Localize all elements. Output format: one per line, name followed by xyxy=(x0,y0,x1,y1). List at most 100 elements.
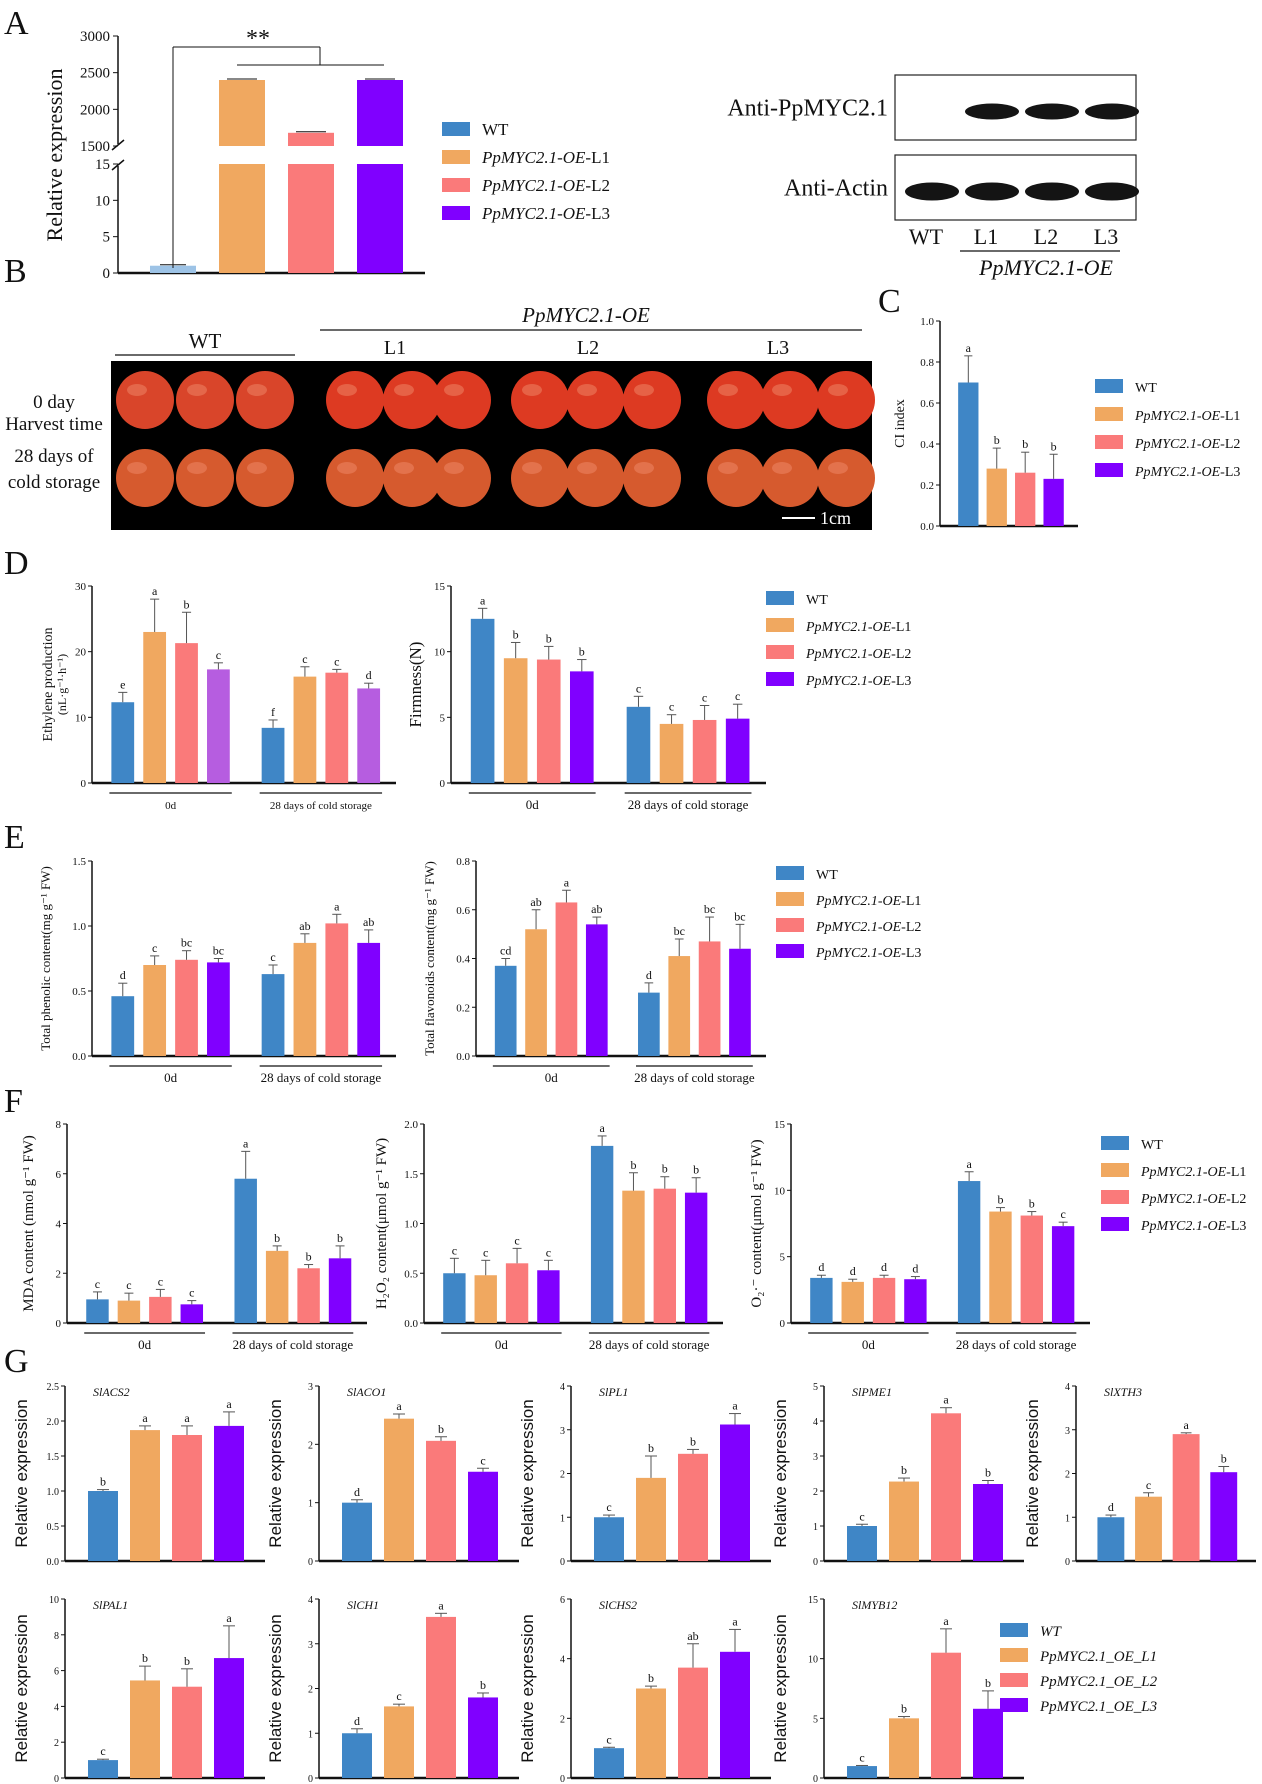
chart-G5: 0 1 2 3 4 Relative expression SlXTH3 d c a b xyxy=(1023,1382,1256,1568)
significance-letter: b xyxy=(337,1231,343,1245)
y-axis-label: CI index xyxy=(893,399,908,448)
group-label: 0d xyxy=(164,1070,178,1085)
group-label: 28 days of cold storage xyxy=(634,1070,755,1085)
significance-letter: b xyxy=(1221,1452,1227,1466)
bar xyxy=(889,1481,919,1561)
tomato xyxy=(236,449,294,507)
bar xyxy=(973,1484,1003,1561)
y-tick-label: 8 xyxy=(56,1119,62,1131)
significance-letter: ab xyxy=(530,895,541,909)
line-label: L1 xyxy=(384,337,406,359)
chart-G9: 0 5 10 15 Relative expression SlMYB12 c b a b xyxy=(771,1595,1024,1784)
bar xyxy=(494,965,517,1056)
bar xyxy=(505,1263,529,1323)
significance-letter: b xyxy=(1051,439,1057,453)
bar xyxy=(555,902,578,1056)
legend-swatch xyxy=(776,918,804,932)
significance-letter: b xyxy=(1029,1197,1035,1211)
group-label: 28 days of cold storage xyxy=(956,1337,1077,1352)
y-tick-label: 0 xyxy=(56,1318,62,1330)
group-label: 0d xyxy=(138,1337,152,1352)
blot-band xyxy=(1025,182,1079,201)
y-tick-label: 1.0 xyxy=(920,316,934,328)
chart-G7: 0 1 2 3 4 Relative expression SlCH1 d c a b xyxy=(266,1595,519,1784)
bar xyxy=(986,468,1007,526)
y-tick-label: 4 xyxy=(54,1702,59,1713)
significance-letter: d xyxy=(366,668,372,682)
significance-letter: b xyxy=(693,1163,699,1177)
y-tick-label: 2.0 xyxy=(404,1119,418,1131)
significance-letter: a xyxy=(966,341,972,355)
bar xyxy=(1043,478,1064,526)
bar xyxy=(872,1277,896,1323)
significance-letter: c xyxy=(480,1453,485,1467)
y-axis-label: Relative expression xyxy=(12,1399,31,1547)
significance-letter: b xyxy=(901,1702,907,1716)
significance-letter: b xyxy=(997,1193,1003,1207)
legend-swatch xyxy=(1101,1136,1129,1150)
tomato xyxy=(433,449,491,507)
significance-letter: c xyxy=(95,1277,100,1291)
significance-letter: c xyxy=(669,700,674,714)
significance-letter: c xyxy=(334,654,339,668)
chart-G6: 0 2 4 6 8 10 Relative expression SlPAL1 c b b a xyxy=(12,1595,265,1784)
bar xyxy=(180,1304,204,1323)
y-axis-label: O₂·⁻ content(μmol g⁻¹ FW) xyxy=(749,1139,765,1307)
significance-letter: bc xyxy=(181,936,192,950)
chart-title: SlACO1 xyxy=(347,1385,386,1399)
group-label: 0d xyxy=(526,797,540,812)
significance-letter: a xyxy=(396,1399,402,1413)
significance-letter: a xyxy=(732,1614,738,1628)
y-tick-label: 4 xyxy=(56,1219,62,1231)
group-label: 28 days of cold storage xyxy=(270,800,372,812)
y-tick-label: 0 xyxy=(103,266,111,282)
group-label: 28 days of cold storage xyxy=(589,1337,710,1352)
chart-title: SlCHS2 xyxy=(599,1598,637,1612)
y-tick-label: 2 xyxy=(813,1487,818,1498)
bar xyxy=(626,706,651,783)
tomato-highlight xyxy=(772,462,792,474)
significance-letter: b xyxy=(1022,437,1028,451)
legend-label: WT xyxy=(806,593,828,608)
legend-label: PpMYC2.1-OE-L1 xyxy=(1140,1165,1246,1180)
y-tick-label: 6 xyxy=(560,1595,565,1606)
significance-letter: b xyxy=(513,627,519,641)
bar xyxy=(214,1658,244,1778)
tomato xyxy=(176,449,234,507)
significance-letter: c xyxy=(270,950,275,964)
significance-letter: c xyxy=(452,1243,457,1257)
significance-letter: c xyxy=(859,1750,864,1764)
y-tick-label: 5 xyxy=(103,230,111,246)
legend-swatch xyxy=(776,944,804,958)
y-tick-label: 1 xyxy=(308,1729,313,1740)
y-axis-label: Total flavonoids content(mg g⁻¹ FW) xyxy=(422,861,437,1056)
bar xyxy=(328,1258,352,1323)
bar xyxy=(1051,1226,1075,1323)
significance-letter: c xyxy=(514,1233,519,1247)
y-tick-label: 0.0 xyxy=(47,1557,60,1568)
tomato-highlight xyxy=(828,462,848,474)
bar xyxy=(958,382,979,526)
legend-label: WT xyxy=(1141,1138,1163,1153)
legend-swatch xyxy=(1095,463,1123,477)
significance-letter: d xyxy=(354,1485,360,1499)
y-axis-label: Relative expression xyxy=(42,69,67,242)
significance-letter: d xyxy=(120,968,126,982)
chart-title: SlPME1 xyxy=(852,1385,892,1399)
significance-letter: a xyxy=(1183,1418,1189,1432)
bar xyxy=(297,1268,320,1323)
legend-label: PpMYC2.1-OE-L3 xyxy=(1134,465,1240,480)
group-label: 28 days of cold storage xyxy=(233,1337,354,1352)
y-axis-label: H₂O₂ content(μmol g⁻¹ FW) xyxy=(374,1138,390,1309)
legend-swatch xyxy=(1101,1190,1129,1204)
blot-band xyxy=(1085,182,1139,201)
legend-label: PpMYC2.1_OE_L3 xyxy=(1039,1699,1157,1715)
tomato-highlight xyxy=(337,384,357,396)
significance-letter: b xyxy=(630,1158,636,1172)
header-oe: PpMYC2.1-OE xyxy=(521,303,650,327)
legend-label: PpMYC2.1-OE-L1 xyxy=(805,620,911,635)
bar-upper xyxy=(288,132,334,146)
legend-label: PpMYC2.1-OE-L1 xyxy=(481,148,610,167)
significance-letter: cd xyxy=(500,944,511,958)
significance-letter: c xyxy=(606,1500,611,1514)
